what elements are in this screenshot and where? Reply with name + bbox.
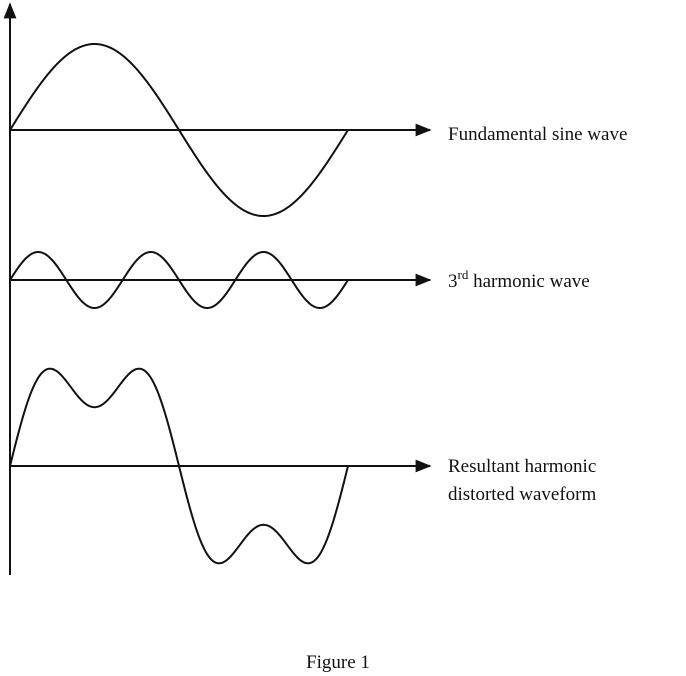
resultant-wave: [9, 367, 349, 565]
label-fundamental: Fundamental sine wave: [448, 124, 627, 145]
fundamental-wave: [9, 42, 349, 218]
label-resultant-1: Resultant harmonic: [448, 456, 596, 477]
label-third-number: 3: [448, 271, 458, 292]
label-third: 3rd harmonic wave: [448, 267, 590, 292]
third-harmonic-wave: [9, 250, 349, 310]
caption: Figure 1: [306, 652, 370, 673]
label-third-suffix: rd: [458, 267, 469, 282]
label-third-text: harmonic wave: [468, 271, 589, 292]
label-resultant-2: distorted waveform: [448, 484, 596, 505]
